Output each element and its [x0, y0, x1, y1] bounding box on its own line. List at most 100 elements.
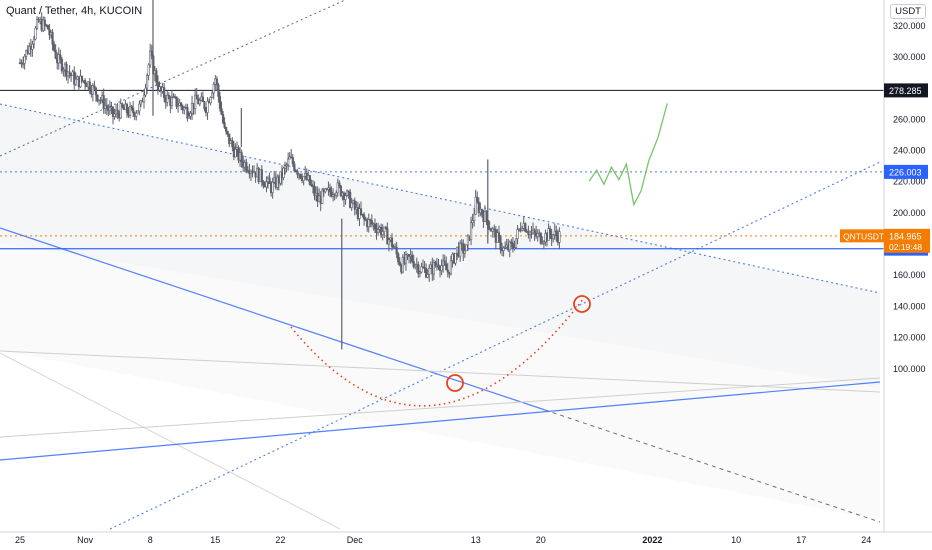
time-tick-label: 25: [15, 535, 25, 545]
candle-body: [231, 140, 234, 148]
candle-body: [548, 228, 552, 235]
candle-body: [225, 127, 228, 132]
candle-body: [338, 182, 341, 187]
candle-body: [404, 254, 408, 264]
time-tick-label: Nov: [77, 535, 94, 545]
candle-body: [460, 242, 463, 245]
candle-body: [51, 32, 54, 45]
price-tick-label: 260.000: [893, 114, 926, 124]
candle-body: [313, 186, 316, 197]
time-tick-label: 2022: [642, 535, 662, 545]
candle-body: [395, 246, 398, 255]
bar-countdown: 02:19:48: [889, 242, 922, 252]
candle-body: [454, 253, 457, 264]
chart-title: Quant / Tether, 4h, KUCOIN: [6, 5, 143, 17]
candle-body: [170, 97, 174, 107]
last-price-background: [884, 228, 930, 253]
candle-body: [43, 19, 46, 26]
candle-body: [359, 208, 363, 215]
candle-body: [119, 103, 122, 119]
candle-body: [125, 103, 129, 113]
candle-body: [146, 75, 149, 89]
candle-body: [387, 239, 391, 245]
candle-body: [111, 106, 115, 117]
candle-body: [234, 149, 237, 158]
candle-body: [324, 188, 327, 193]
candlestick-series: [18, 0, 561, 350]
candle-body: [121, 103, 124, 108]
price-tick-label: 240.000: [893, 146, 926, 156]
candle-body: [376, 229, 380, 233]
candle-body: [465, 244, 468, 252]
candle-body: [23, 55, 26, 64]
candle-body: [79, 75, 82, 88]
price-tick-label: 300.000: [893, 52, 926, 62]
candle-body: [426, 274, 429, 278]
channel-edge-line: [0, 350, 881, 393]
candle-body: [397, 253, 400, 263]
candle-body: [335, 192, 338, 196]
candle-body: [459, 242, 462, 257]
candle-body: [218, 96, 222, 109]
candle-body: [175, 96, 178, 107]
time-tick-label: 13: [471, 535, 481, 545]
candle-body: [88, 81, 91, 92]
last-price-label: 184.965: [889, 231, 922, 241]
candle-body: [246, 170, 249, 172]
candle-body: [293, 163, 296, 171]
candle-body: [206, 100, 209, 113]
ascending-dotted-line: [109, 161, 881, 530]
lower-channel-fill: [0, 243, 880, 520]
candle-body: [310, 184, 313, 186]
candle-body: [434, 262, 437, 267]
candle-body: [138, 103, 141, 112]
candle-body: [330, 191, 333, 197]
candle-body: [502, 247, 505, 251]
support-line-extension: [544, 409, 881, 523]
time-tick-label: 8: [148, 535, 153, 545]
price-label-278-background: [884, 83, 928, 98]
candle-body: [521, 228, 524, 231]
candle-body: [84, 80, 87, 85]
candle-body: [28, 46, 31, 54]
candle-body: [514, 238, 518, 248]
candle-body: [62, 69, 65, 72]
candle-body: [215, 78, 218, 86]
candle-body: [156, 82, 160, 91]
candle-body: [417, 264, 420, 274]
candle-body: [285, 164, 288, 167]
candle-body: [345, 190, 349, 197]
candle-body: [299, 173, 302, 179]
candle-body: [74, 78, 77, 85]
candle-body: [217, 84, 220, 97]
candle-body: [203, 101, 206, 110]
candle-body: [428, 268, 431, 275]
candle-body: [533, 229, 536, 234]
price-tick-label: 160.000: [893, 270, 926, 280]
candle-body: [449, 260, 453, 275]
candle-body: [488, 228, 491, 230]
candle-body: [344, 195, 347, 200]
price-tick-label: 140.000: [893, 301, 926, 311]
candle-body: [418, 271, 422, 274]
candle-body: [496, 232, 499, 243]
candle-body: [167, 94, 170, 99]
candle-body: [59, 54, 62, 60]
time-tick-label: 10: [731, 535, 741, 545]
symbol-tag-background: [840, 229, 884, 243]
candle-body: [130, 106, 133, 109]
candle-body: [212, 83, 215, 94]
candle-body: [245, 162, 248, 171]
currency-unit-button[interactable]: USDT: [890, 4, 926, 19]
candle-body: [228, 133, 231, 145]
candle-body: [287, 158, 290, 166]
candle-body: [370, 220, 373, 225]
candle-body: [466, 235, 470, 246]
candle-body: [462, 243, 465, 254]
candle-body: [226, 130, 229, 135]
candle-body: [349, 191, 352, 208]
candle-body: [380, 227, 383, 235]
candle-body: [513, 247, 516, 249]
candle-body: [474, 196, 477, 215]
